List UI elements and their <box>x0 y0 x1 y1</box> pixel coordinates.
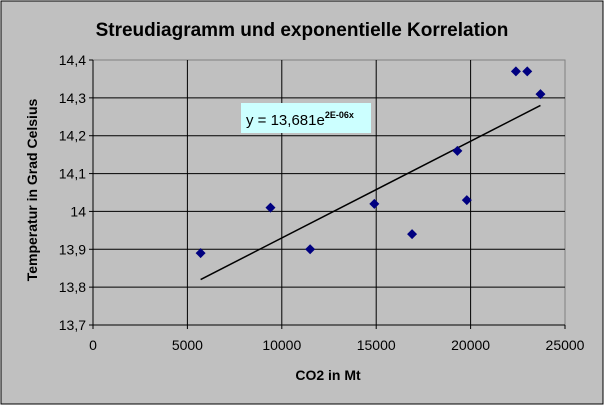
y-tick-label: 14,3 <box>59 90 86 106</box>
x-tick-label: 5000 <box>172 337 203 353</box>
trendline-equation: y = 13,681e2E-06x <box>241 103 371 133</box>
y-tick-label: 14,4 <box>59 52 86 68</box>
x-tick-label: 25000 <box>546 337 585 353</box>
equation-main: y = 13,681e <box>246 112 325 129</box>
x-tick-label: 15000 <box>357 337 396 353</box>
y-tick-label: 13,7 <box>59 317 86 333</box>
data-points <box>195 66 546 259</box>
data-point <box>510 66 521 77</box>
data-point <box>461 195 472 206</box>
y-axis-ticks: 13,7 13,8 13,9 14 14,1 14,2 14,3 14,4 <box>59 52 93 333</box>
data-point <box>265 202 276 213</box>
y-axis-label: Temperatur in Grad Celsius <box>24 99 40 282</box>
y-tick-label: 13,8 <box>59 279 86 295</box>
data-point <box>535 89 546 100</box>
data-point <box>452 145 463 156</box>
data-point <box>522 66 533 77</box>
equation-box <box>241 103 371 133</box>
x-axis-ticks: 0 5000 10000 15000 20000 25000 <box>89 325 585 353</box>
x-tick-label: 20000 <box>451 337 490 353</box>
x-tick-label: 10000 <box>262 337 301 353</box>
y-tick-label: 13,9 <box>59 241 86 257</box>
x-axis-label: CO2 in Mt <box>295 367 361 383</box>
plot-area <box>92 59 566 326</box>
x-tick-label: 0 <box>89 337 97 353</box>
y-tick-label: 14 <box>70 203 86 219</box>
data-point <box>195 248 206 259</box>
equation-text: y = 13,681e2E-06x <box>246 110 354 129</box>
data-point <box>407 229 418 240</box>
data-point <box>369 198 380 209</box>
trendline <box>200 104 541 281</box>
y-tick-label: 14,2 <box>59 128 86 144</box>
y-tick-label: 14,1 <box>59 166 86 182</box>
chart-title: Streudiagramm und exponentielle Korrelat… <box>96 20 509 41</box>
equation-exponent: 2E-06x <box>325 110 354 120</box>
data-point <box>305 244 316 255</box>
